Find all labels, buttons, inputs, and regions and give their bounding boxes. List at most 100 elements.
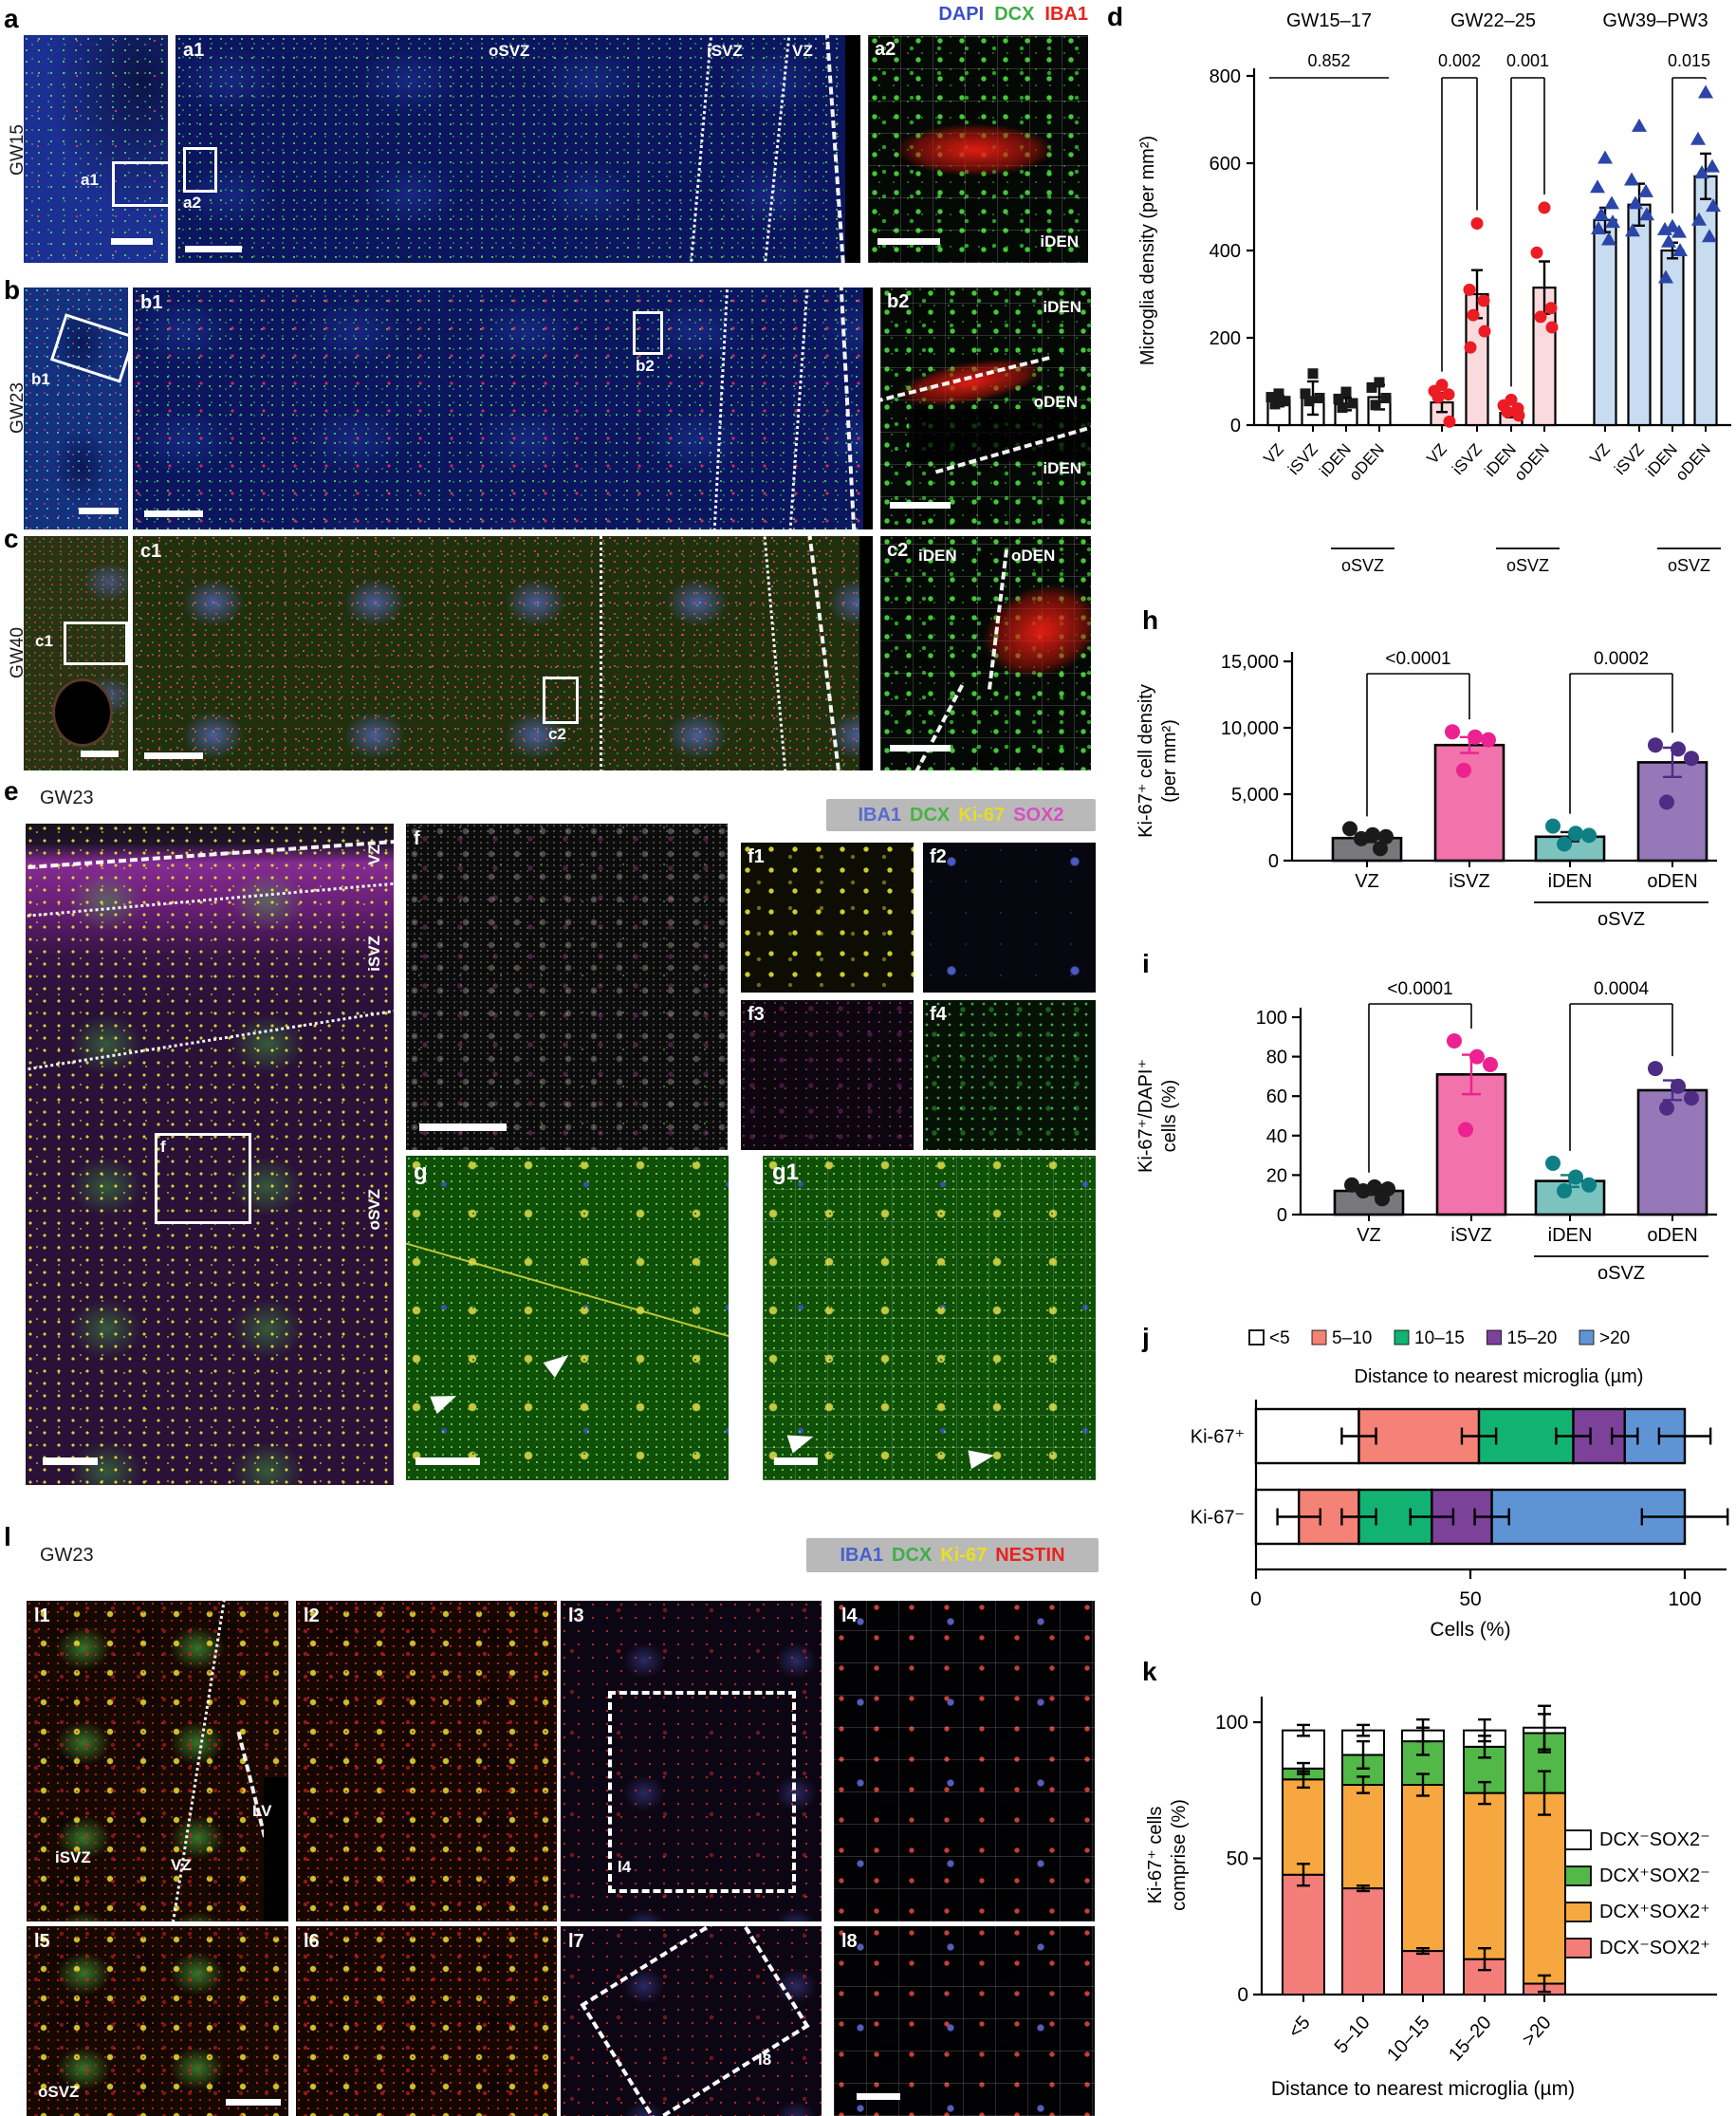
panel-letter-e: e [4,776,19,806]
svg-text:GW22–25: GW22–25 [1450,10,1536,31]
region-label-iden: iDEN [918,547,957,565]
roi-box-b2-label: b2 [636,357,655,375]
legend-item-iba1: IBA1 [858,804,902,826]
micrograph-c1-label: c1 [140,541,162,562]
svg-text:oSVZ: oSVZ [1668,556,1710,575]
micrograph-f2-label: f2 [930,846,947,867]
roi-box-l4 [608,1691,796,1893]
panel-letter-j: j [1142,1323,1150,1352]
svg-text:GW39–PW3: GW39–PW3 [1602,10,1708,31]
render-grid [763,1156,1096,1480]
micrograph-a1-label: a1 [183,40,205,61]
arrowhead [430,1386,460,1415]
legend-item-dcx: DCX [994,4,1035,25]
microglia-iba1-red [941,548,1091,715]
micrograph-l7-label: l7 [568,1931,584,1952]
scale-bar [857,2093,900,2100]
render-g1-label: g1 [772,1160,800,1185]
svg-text:20: 20 [1266,1165,1287,1186]
micrograph-b1-label: b1 [140,292,163,313]
pial-surface-dashed [839,288,858,529]
micrograph-a2-label: a2 [875,39,896,60]
svg-text:oDEN: oDEN [1672,440,1714,484]
stain-legend-iba1-dcx-ki67-sox2: IBA1 DCX Ki-67 SOX2 [826,799,1096,831]
svg-text:0: 0 [1237,1984,1248,2006]
svg-text:VZ: VZ [1260,440,1287,468]
svg-text:50: 50 [1227,1848,1248,1870]
svg-text:60: 60 [1266,1086,1287,1107]
micrograph-f4-label: f4 [930,1004,947,1025]
chart-distance-stacked-horizontal: <5 5–10 10–15 15–20 >20 Distance to nearest m… [1191,1328,1729,1641]
svg-text:iSVZ: iSVZ [1449,440,1486,478]
panel-letter-b: b [4,275,21,305]
region-boundary-dashed [914,684,965,770]
legend-item-dcx: DCX [892,1544,933,1566]
svg-text:0.0004: 0.0004 [1594,979,1650,999]
region-label-isvz: iSVZ [55,1848,91,1866]
region-label-oden: oDEN [1033,393,1078,411]
micrograph-l6: l6 [296,1926,557,2116]
stain-legend-dapi-dcx-iba1: DAPI DCX IBA1 [859,4,1088,26]
roi-box-c1 [64,622,128,665]
svg-text:iSVZ: iSVZ [1450,1225,1491,1246]
micrograph-b1-main: b1 b2 [133,288,873,529]
scale-bar [79,508,119,514]
roi-box-b2 [633,311,663,355]
micrograph-f1-label: f1 [748,846,765,867]
svg-text:>20: >20 [1599,1328,1630,1348]
panel-letter-a: a [4,4,19,33]
region-boundary-dotted [600,536,602,770]
region-label-vz: VZ [171,1856,192,1874]
stage-label-e-gw23: GW23 [40,788,94,808]
scale-bar [81,751,119,757]
region-label-iden: iDEN [1043,298,1081,316]
micrograph-l3: l3 l4 [561,1601,822,1921]
legend-item-iba1: IBA1 [840,1544,884,1566]
svg-text:40: 40 [1266,1126,1287,1147]
region-boundary-dotted [787,288,809,529]
svg-text:VZ: VZ [1423,440,1450,468]
svg-text:oSVZ: oSVZ [1597,1263,1645,1284]
micrograph-f4-dcx: f4 [923,1000,1096,1150]
micrograph-a-thumbnail: a1 [24,35,168,263]
svg-text:800: 800 [1210,66,1241,87]
stage-label-l-gw23: GW23 [40,1545,94,1566]
roi-box-a2-label: a2 [183,194,201,212]
micrograph-f-label: f [414,828,420,849]
svg-text:oSVZ: oSVZ [1341,556,1384,575]
microglia-iba1-red [873,113,1077,187]
legend-item-ki-67: Ki-67 [940,1544,988,1566]
legend-item-dcx: DCX [910,804,951,826]
render-l8-3d: l8 [834,1926,1095,2116]
micrograph-l6-label: l6 [304,1931,320,1952]
micrograph-l3-label: l3 [568,1606,584,1626]
region-boundary-dotted [762,35,791,263]
scale-bar [185,246,242,252]
roi-box-c2 [543,677,579,724]
svg-text:<0.0001: <0.0001 [1387,979,1452,999]
chart-ki67-composition-stacked: 0 50 100 <5 5–10 10–15 15–20 >20 DCX⁻SOX2⁻ DCX⁺SO… [1145,1697,1717,2100]
legend-item-sox2: SOX2 [1013,804,1064,826]
svg-text:0.0002: 0.0002 [1594,649,1649,669]
svg-text:<5: <5 [1284,2013,1315,2043]
legend-item-iba1: IBA1 [1044,4,1088,25]
legend-item-ki-67: Ki-67 [958,804,1006,826]
svg-text:15–20: 15–20 [1507,1328,1558,1348]
svg-text:80: 80 [1266,1048,1287,1068]
svg-text:iDEN: iDEN [1548,1225,1593,1246]
panel-letter-l: l [4,1522,11,1551]
roi-box-a1 [112,161,168,207]
svg-text:100: 100 [1256,1008,1287,1029]
svg-text:VZ: VZ [1586,440,1614,468]
scale-bar [890,502,951,509]
roi-box-l8-label: l8 [758,2051,772,2069]
svg-text:cells (%): cells (%) [1159,1080,1180,1153]
scale-bar [877,238,940,245]
background [909,409,1091,461]
chart-microglia-density: 0 200 400 600 800 Microglia density (per mm²)… [1137,10,1731,575]
ventricle [52,678,113,747]
micrograph-l2: l2 [296,1601,557,1921]
svg-text:iSVZ: iSVZ [1284,440,1321,478]
background [845,35,860,263]
micrograph-f3-label: f3 [748,1004,765,1025]
